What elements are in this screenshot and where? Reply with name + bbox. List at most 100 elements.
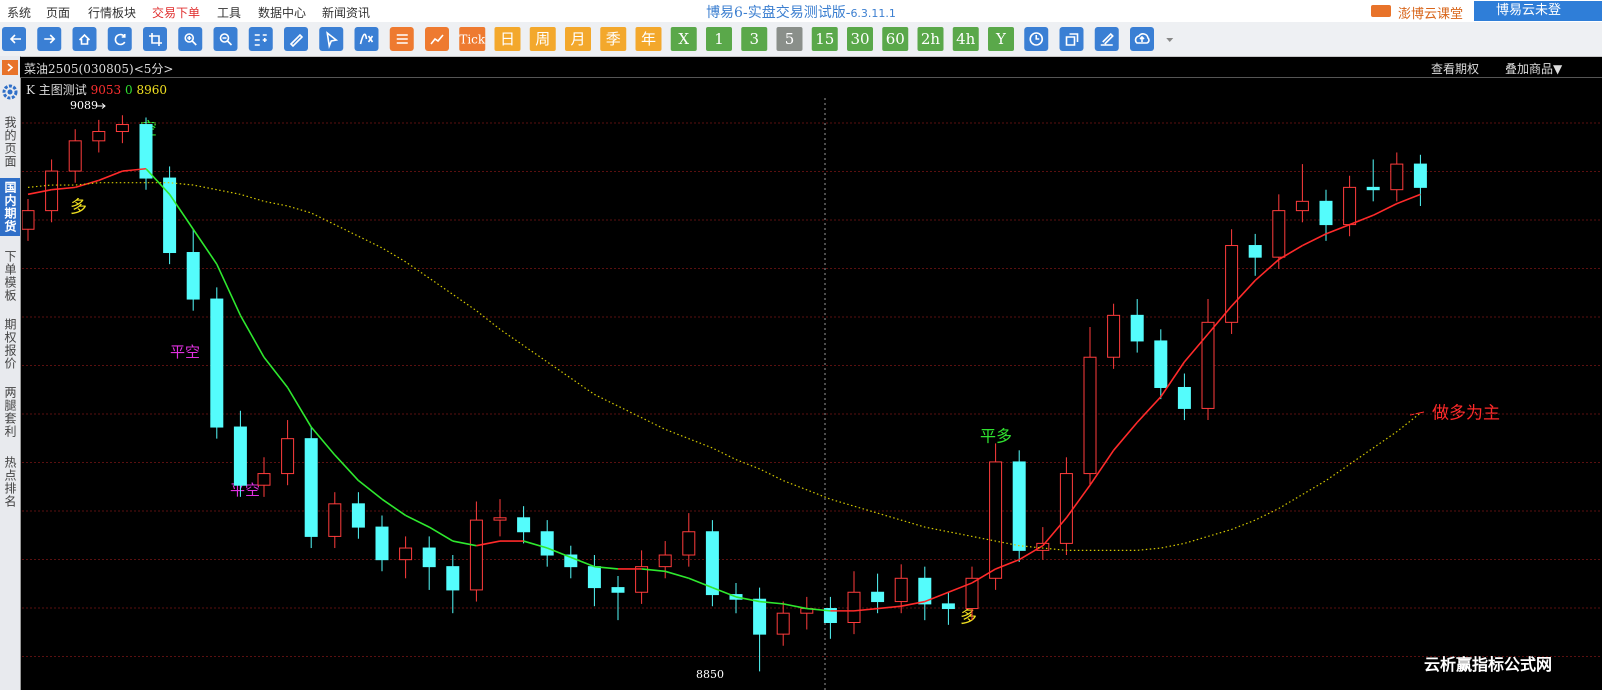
menu-item[interactable]: 页面 (46, 6, 71, 20)
signal-label: 平多 (980, 427, 1012, 446)
candle-body (328, 503, 342, 537)
toolbar-more[interactable] (1166, 38, 1174, 42)
candle-body (281, 438, 295, 475)
candle-body (776, 612, 790, 635)
period-button[interactable] (459, 27, 486, 51)
period-button[interactable] (529, 27, 556, 51)
period-button[interactable] (670, 27, 697, 51)
toolbar-button[interactable] (425, 27, 449, 51)
moving-average-segment (192, 228, 218, 265)
toolbar-button[interactable] (143, 27, 167, 51)
candle-body (422, 547, 436, 568)
sidebar-tab[interactable]: 热点排名 (3, 456, 17, 508)
signal-label: 多 (960, 608, 977, 628)
toolbar-button[interactable] (72, 27, 97, 51)
period-button[interactable] (952, 27, 979, 51)
candle-body (941, 603, 955, 610)
candle-body (1154, 340, 1168, 388)
high-label: 9089 (70, 99, 98, 112)
moving-average-segment (1183, 333, 1209, 363)
overlay-menu[interactable]: 叠加商品▼ (1505, 62, 1563, 76)
moving-average-segment (783, 603, 807, 610)
toolbar-button[interactable] (178, 27, 203, 51)
period-label: X (678, 30, 689, 48)
moving-average-segment (877, 605, 902, 610)
toolbar-button[interactable] (319, 27, 344, 51)
candle-body (564, 554, 578, 568)
moving-average-segment (712, 586, 737, 598)
toolbar-icon (396, 34, 408, 44)
menu-item[interactable]: 交易下单 (152, 6, 201, 20)
sidebar-tab[interactable]: 我的页面 (3, 116, 17, 168)
period-button[interactable] (600, 27, 627, 51)
moving-average-segment (853, 607, 878, 612)
toolbar-icon (78, 33, 91, 45)
toolbar-icon (430, 34, 444, 45)
toolbar-button[interactable] (213, 27, 238, 51)
period-button[interactable] (917, 27, 944, 51)
candle-body (210, 298, 224, 428)
period-button[interactable] (494, 27, 521, 51)
options-link[interactable]: 查看期权 (1431, 62, 1480, 76)
period-label: 5 (785, 30, 795, 48)
period-button[interactable] (565, 27, 591, 51)
sidebar-tab[interactable]: 期权报价 (3, 318, 17, 370)
settings-button[interactable] (2, 84, 18, 100)
moving-average-segment (1136, 396, 1162, 423)
period-label: Tick (459, 33, 486, 47)
candle-body (1036, 542, 1050, 551)
toolbar-icon (219, 33, 233, 46)
moving-average-segment (924, 591, 949, 603)
login-button[interactable]: 博易云未登 (1474, 1, 1602, 21)
period-button[interactable] (847, 27, 873, 51)
menu-item[interactable]: 新闻资讯 (322, 6, 371, 20)
period-button[interactable] (776, 27, 803, 51)
expand-button[interactable] (2, 60, 18, 75)
moving-average-segment (594, 565, 619, 570)
period-button[interactable] (706, 27, 732, 51)
moving-average-segment (1302, 233, 1327, 247)
toolbar-button[interactable] (248, 27, 273, 51)
moving-average-segment (168, 193, 194, 230)
moving-average-segment (98, 170, 123, 182)
sidebar-tab[interactable]: 下单模板 (3, 250, 17, 302)
period-button[interactable] (882, 27, 909, 51)
period-button[interactable] (635, 27, 662, 51)
period-label: 年 (641, 30, 656, 48)
candle-body (304, 438, 318, 537)
period-button[interactable] (811, 27, 838, 51)
toolbar: Tick 日 周 月 季 年 X 1 3 5 15 30 60 2h 4h Y (0, 22, 1602, 57)
period-button[interactable] (741, 27, 768, 51)
candle-body (375, 526, 389, 561)
menu-item[interactable]: 数据中心 (258, 6, 307, 20)
indicator-line: K 主图测试 9053 0 8960 (26, 81, 167, 98)
menu-item[interactable]: 系统 (7, 6, 32, 20)
candle-body (469, 519, 483, 591)
period-button[interactable] (988, 27, 1014, 51)
moving-average-segment (310, 426, 336, 456)
sidebar-tab[interactable]: 两腿套利 (3, 386, 17, 438)
toolbar-icon (1100, 32, 1114, 46)
moving-average-segment (1349, 214, 1374, 226)
menu-item[interactable]: 行情板块 (88, 6, 137, 20)
moving-average-segment (239, 314, 265, 358)
sidebar-tab[interactable]: 国内期货 (0, 178, 20, 236)
indicator-value: 0 (124, 83, 133, 97)
title-name: 博易6-实盘交易测试版- (706, 5, 851, 21)
moving-average-segment (405, 514, 430, 528)
course-link[interactable]: 澎博云课堂 (1398, 7, 1464, 22)
moving-average-segment (1372, 202, 1398, 217)
period-label: 1 (714, 30, 724, 48)
toolbar-button[interactable] (1059, 27, 1084, 51)
candle-body (753, 598, 767, 635)
bias-pointer (1409, 411, 1425, 416)
candle-body (115, 124, 129, 133)
candle-body (399, 547, 413, 561)
toolbar-button[interactable] (107, 27, 132, 51)
period-label: 3 (749, 30, 759, 48)
moving-average-segment (1254, 258, 1280, 282)
moving-average-segment (145, 168, 171, 195)
menu-item[interactable]: 工具 (217, 6, 242, 20)
moving-average-segment (1396, 193, 1421, 205)
moving-average-segment (357, 479, 383, 500)
